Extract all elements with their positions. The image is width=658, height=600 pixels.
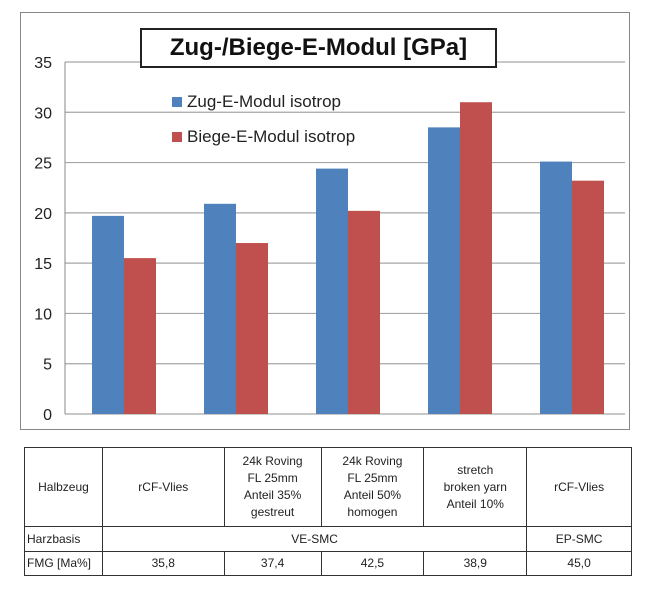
legend-swatch-blue: [172, 97, 182, 107]
legend-label: Biege-E-Modul isotrop: [187, 127, 356, 146]
table-row-fmg: FMG [Ma%] 35,8 37,4 42,5 38,9 45,0: [24, 551, 632, 576]
bar-biege: [348, 210, 380, 414]
bar-zug: [92, 215, 124, 414]
table-row-harzbasis: Harzbasis VE-SMC EP-SMC: [24, 526, 632, 552]
bar-biege: [572, 180, 604, 414]
table-cell: EP-SMC: [526, 526, 632, 552]
y-tick-label: 5: [43, 357, 52, 374]
table-cell: 38,9: [423, 551, 528, 576]
bar-biege: [236, 243, 268, 414]
legend-item-biege: Biege-E-Modul isotrop: [172, 127, 355, 147]
table-cell: stretch broken yarn Anteil 10%: [423, 447, 528, 527]
legend-swatch-red: [172, 132, 182, 142]
y-tick-label: 20: [34, 206, 52, 223]
table-cell: VE-SMC: [101, 526, 528, 552]
bar-zug: [540, 161, 572, 414]
bar-biege: [124, 258, 156, 414]
row-label: FMG [Ma%]: [24, 551, 103, 576]
legend-item-zug: Zug-E-Modul isotrop: [172, 92, 341, 112]
table-cell: 24k Roving FL 25mm Anteil 50% homogen: [320, 447, 425, 527]
bar-zug: [204, 203, 236, 414]
table-cell: 42,5: [320, 551, 425, 576]
table-cell: rCF-Vlies: [526, 447, 632, 527]
table-cell: 45,0: [526, 551, 632, 576]
y-tick-label: 35: [34, 55, 52, 72]
y-tick-label: 30: [34, 105, 52, 122]
row-label: Halbzeug: [24, 447, 103, 527]
y-tick-label: 0: [43, 407, 52, 424]
table-cell: 24k Roving FL 25mm Anteil 35% gestreut: [223, 447, 322, 527]
bar-biege: [460, 102, 492, 414]
table-row-halbzeug: Halbzeug rCF-Vlies 24k Roving FL 25mm An…: [24, 447, 632, 527]
bar-chart: 0 5 10 15 20 25 30 35: [34, 55, 625, 424]
table-cell: 37,4: [223, 551, 322, 576]
bar-zug: [428, 127, 460, 414]
data-table: Halbzeug rCF-Vlies 24k Roving FL 25mm An…: [24, 447, 632, 576]
row-label: Harzbasis: [24, 526, 103, 552]
y-tick-label: 10: [34, 306, 52, 323]
table-cell: rCF-Vlies: [101, 447, 225, 527]
y-tick-label: 15: [34, 256, 52, 273]
table-cell: 35,8: [101, 551, 225, 576]
y-tick-label: 25: [34, 156, 52, 173]
chart-frame: [20, 12, 630, 430]
bar-zug: [316, 168, 348, 414]
chart-title: Zug-/Biege-E-Modul [GPa]: [140, 28, 497, 68]
legend-label: Zug-E-Modul isotrop: [187, 92, 342, 111]
